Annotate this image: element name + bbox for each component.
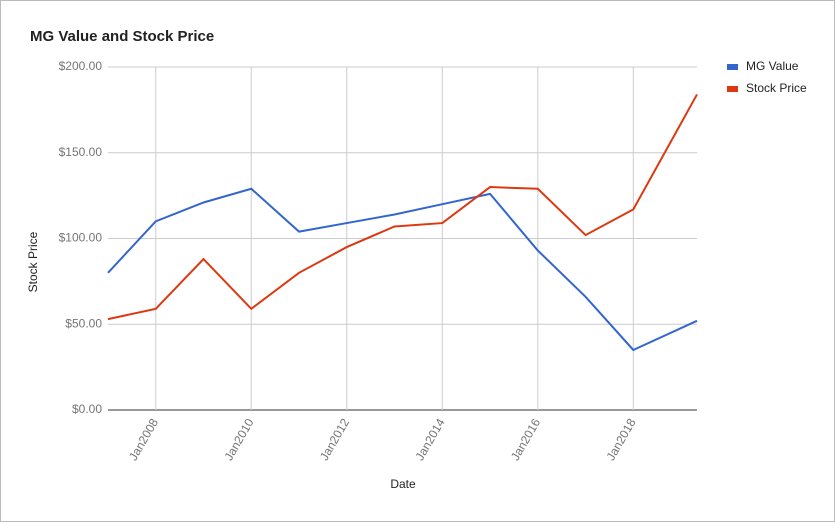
y-tick-label: $100.00 xyxy=(59,231,103,245)
series-line xyxy=(107,187,698,352)
y-tick-label: $0.00 xyxy=(72,402,102,416)
y-tick-label: $150.00 xyxy=(59,145,103,159)
y-axis-title: Stock Price xyxy=(26,231,40,292)
legend-swatch xyxy=(727,64,738,70)
y-tick-label: $200.00 xyxy=(59,59,103,73)
legend-swatch xyxy=(727,86,738,92)
y-tick-label: $50.00 xyxy=(65,316,102,330)
series-line xyxy=(107,93,698,321)
x-axis-title: Date xyxy=(390,477,416,491)
legend-label: MG Value xyxy=(746,59,799,73)
legend-label: Stock Price xyxy=(746,81,807,95)
chart-title: MG Value and Stock Price xyxy=(30,28,214,45)
